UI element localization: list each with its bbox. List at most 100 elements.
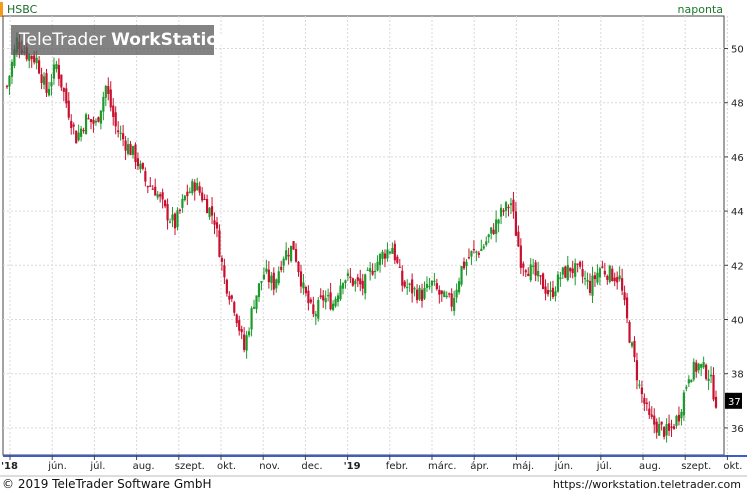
candle-body <box>62 88 65 92</box>
candle-body <box>119 132 122 134</box>
candle-body <box>52 64 56 79</box>
x-tick-label: jún. <box>47 460 67 472</box>
x-tick-label: '18 <box>1 461 18 472</box>
candle-body <box>144 171 147 182</box>
candle-body <box>89 119 93 123</box>
candle-body <box>655 421 658 433</box>
candle-body <box>240 329 243 333</box>
candle-body <box>611 268 614 281</box>
candle-series <box>5 32 718 443</box>
x-tick-label: aug. <box>639 461 661 472</box>
candle-body <box>220 258 224 262</box>
candle-body <box>411 279 414 294</box>
y-tick-label: 50 <box>731 45 744 56</box>
candle-body <box>665 424 668 436</box>
candle-body <box>168 221 172 223</box>
x-tick-label: '19 <box>344 461 361 472</box>
candle-body <box>331 303 335 310</box>
candle-body <box>388 251 392 254</box>
candle-body <box>618 275 621 280</box>
candle-body <box>75 130 78 144</box>
candle-body <box>238 320 241 331</box>
y-tick-label: 48 <box>731 99 744 110</box>
candle-body <box>537 270 540 277</box>
candle-body <box>539 275 542 277</box>
candle-body <box>302 282 305 289</box>
candle-body <box>47 88 51 96</box>
candle-body <box>329 292 332 310</box>
y-tick-label: 44 <box>731 207 744 218</box>
candle-body <box>28 54 31 61</box>
candle-body <box>551 287 555 298</box>
candle-body <box>77 132 80 141</box>
candle-body <box>522 263 525 268</box>
candle-body <box>72 124 75 127</box>
candle-body <box>159 194 162 197</box>
candle-body <box>235 314 238 324</box>
candle-body <box>628 321 631 343</box>
candle-body <box>482 246 485 249</box>
candle-body <box>630 342 634 347</box>
candle-body <box>658 423 661 436</box>
candle-body <box>386 249 389 259</box>
candle-body <box>346 273 350 276</box>
symbol-label[interactable]: HSBC <box>7 3 38 16</box>
candle-body <box>457 281 461 293</box>
candle-body <box>695 362 698 372</box>
candle-body <box>470 251 473 257</box>
candle-body <box>393 243 396 261</box>
candle-body <box>700 364 703 368</box>
candle-body <box>596 272 599 283</box>
candle-body <box>682 392 685 416</box>
candle-body <box>527 273 530 276</box>
candle-body <box>255 295 258 310</box>
candle-body <box>322 295 325 301</box>
copyright-text: © 2019 TeleTrader Software GmbH <box>2 477 212 491</box>
candle-body <box>633 340 636 358</box>
candle-body <box>603 270 606 275</box>
candle-body <box>519 245 522 268</box>
candle-body <box>225 279 228 294</box>
candle-body <box>92 119 95 124</box>
candle-body <box>529 264 532 281</box>
candle-body <box>549 290 552 292</box>
candle-body <box>472 248 476 251</box>
candle-body <box>445 295 448 297</box>
candle-body <box>643 397 646 404</box>
candle-body <box>349 276 352 279</box>
candle-body <box>344 280 347 284</box>
source-url-link[interactable]: https://workstation.teletrader.com <box>552 478 741 491</box>
candle-body <box>571 268 574 274</box>
candle-body <box>443 291 446 298</box>
candle-body <box>428 285 431 288</box>
candle-body <box>697 363 700 371</box>
candle-body <box>462 261 466 269</box>
candle-body <box>616 277 619 283</box>
candle-body <box>438 289 441 295</box>
candle-body <box>218 230 221 257</box>
candle-body <box>94 120 98 123</box>
candle-body <box>201 192 204 201</box>
candle-body <box>210 206 214 216</box>
candle-body <box>13 49 16 66</box>
x-tick-label: nov. <box>259 461 280 472</box>
period-label[interactable]: naponta <box>677 3 723 16</box>
candle-body <box>591 275 594 296</box>
candle-body <box>408 283 411 286</box>
candle-body <box>215 222 219 229</box>
candle-body <box>509 203 513 206</box>
candle-body <box>361 280 364 289</box>
candle-body <box>574 263 577 277</box>
candle-body <box>546 290 550 295</box>
candle-body <box>554 291 557 297</box>
candle-body <box>685 386 688 389</box>
candle-body <box>341 283 345 289</box>
y-tick-label: 36 <box>731 424 744 435</box>
candle-body <box>60 74 63 88</box>
candle-body <box>645 402 648 405</box>
candle-body <box>709 374 713 377</box>
candle-body <box>534 262 537 276</box>
logo-bold: WorkStation <box>111 30 231 50</box>
